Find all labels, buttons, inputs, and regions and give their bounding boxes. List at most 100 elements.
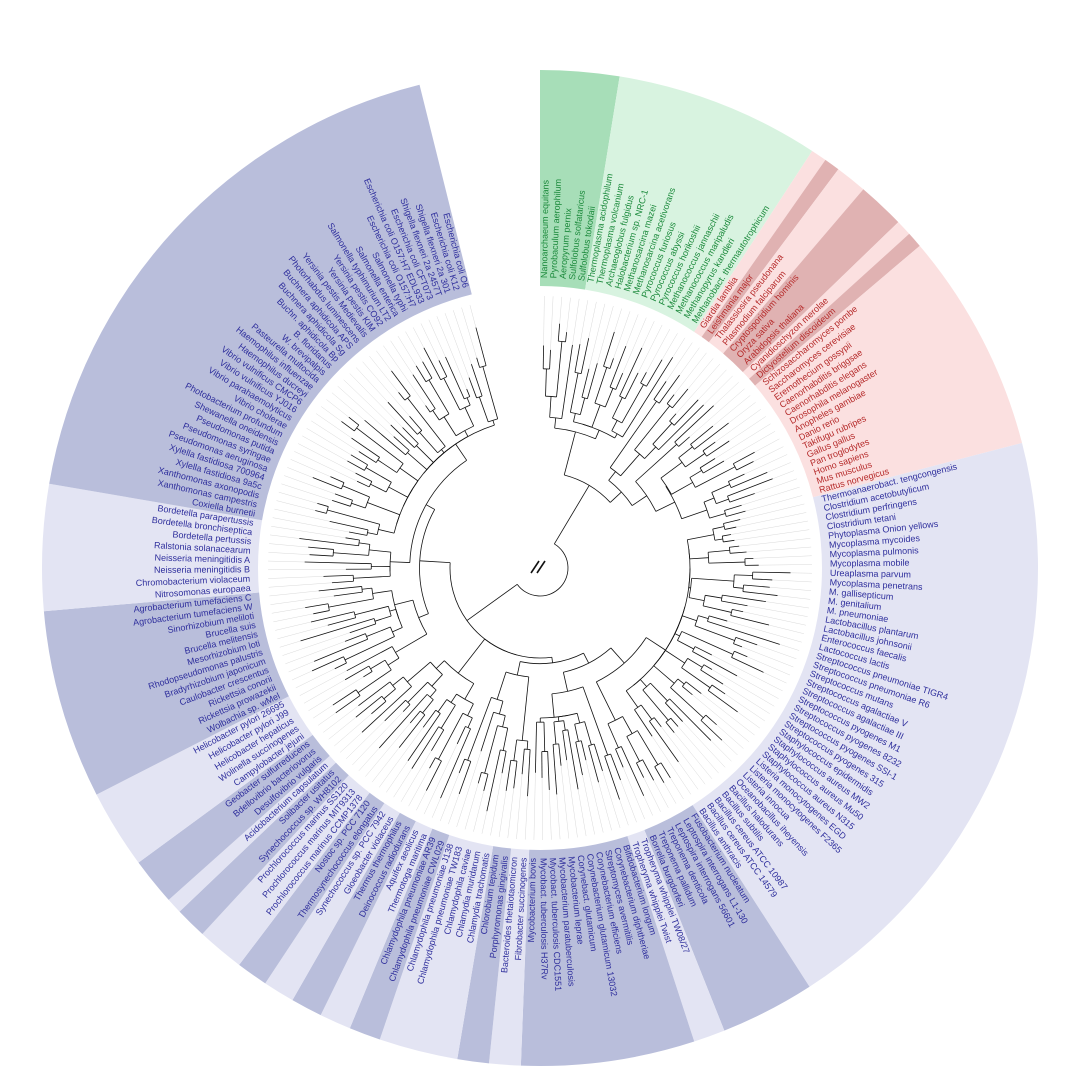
tree-branch: [721, 600, 748, 607]
tree-branch: [678, 446, 693, 459]
tree-branch: [419, 432, 438, 454]
tree-branch: [428, 379, 450, 415]
leaf-leader: [715, 409, 761, 443]
leaf-leader: [777, 595, 811, 600]
leaf-leader: [737, 711, 760, 729]
tree-branch: [467, 697, 492, 761]
leaf-leader: [440, 772, 460, 822]
leaf-leader: [556, 794, 561, 840]
tree-branch: [681, 658, 689, 668]
tree-branch: [456, 726, 466, 745]
tree-branch: [691, 577, 734, 582]
tree-branch: [635, 443, 677, 482]
tree-branch: [457, 638, 486, 674]
leaf-leader: [268, 560, 305, 563]
tree-branch: [422, 699, 434, 714]
tree-branch: [708, 615, 728, 622]
tree-branch: [611, 420, 618, 431]
leaf-leader: [288, 661, 315, 673]
tree-branch: [707, 615, 710, 622]
tree-branch: [391, 370, 411, 397]
tree-branch: [672, 388, 689, 409]
tree-branch: [547, 751, 550, 790]
leaf-leader: [727, 620, 802, 643]
tree-branch: [510, 759, 518, 762]
leaf-leader: [711, 669, 775, 707]
leaf-leader: [533, 772, 536, 840]
leaf-label: Neisseria meningitidis A: [154, 553, 250, 565]
tree-branch: [665, 650, 685, 664]
tree-branch: [443, 416, 457, 436]
tree-branch: [743, 584, 770, 588]
tree-branch: [702, 605, 732, 613]
tree-branch: [574, 724, 579, 742]
leaf-leader: [340, 732, 363, 753]
leaf-leader: [269, 590, 319, 597]
tree-branch: [581, 396, 588, 400]
tree-branch: [389, 552, 392, 572]
leaf-leader: [334, 713, 372, 747]
tree-branch: [728, 473, 745, 482]
tree-branch: [562, 729, 568, 732]
tree-branch: [346, 646, 393, 672]
tree-branch: [582, 686, 609, 756]
leaf-leader: [560, 765, 569, 839]
tree-branch: [426, 760, 442, 791]
tree-branch: [333, 552, 369, 556]
leaf-leader: [397, 335, 417, 366]
tree-branch: [653, 717, 662, 728]
sector-eukaryota-8: [755, 245, 1023, 498]
tree-branch: [729, 545, 740, 548]
leaf-leader: [678, 761, 699, 790]
tree-branch: [682, 615, 697, 622]
tree-branch: [516, 543, 569, 597]
tree-branch: [395, 633, 428, 653]
tree-branch: [407, 681, 428, 703]
tree-branch: [387, 401, 418, 435]
tree-branch: [311, 656, 344, 672]
sector-bacteria-25: [96, 696, 313, 863]
tree-branch: [700, 669, 724, 685]
tree-branch: [422, 361, 433, 379]
leaf-leader: [613, 311, 631, 359]
leaf-leader: [453, 310, 472, 365]
leaf-leader: [661, 333, 678, 360]
leaf-leader: [277, 625, 328, 640]
leaf-leader: [747, 656, 791, 676]
tree-branch: [367, 502, 400, 516]
leaf-leader: [331, 392, 365, 421]
leaf-leader: [566, 760, 578, 838]
tree-branch: [415, 365, 427, 382]
leaf-leader: [469, 305, 477, 328]
leaf-leader: [268, 552, 310, 555]
tree-branch: [567, 729, 579, 790]
tree-branch: [403, 676, 412, 687]
tree-branch: [707, 690, 738, 713]
tree-branch: [654, 762, 662, 767]
tree-branch: [609, 491, 622, 503]
leaf-leader: [739, 538, 811, 547]
leaf-leader: [268, 569, 346, 570]
tree-branch: [318, 586, 362, 592]
tree-branch: [677, 640, 694, 650]
tree-branch: [483, 774, 489, 791]
leaf-leader: [358, 747, 380, 771]
tree-branch: [695, 466, 736, 488]
sector-bacteria-21: [202, 775, 370, 965]
tree-branch: [673, 399, 699, 426]
leaf-leader: [405, 331, 423, 362]
leaf-leader: [714, 423, 771, 459]
tree-branch: [706, 440, 730, 457]
leaf-leader: [386, 760, 409, 793]
leaf-leader: [757, 644, 797, 659]
tree-branch: [723, 539, 735, 543]
tree-branch: [604, 756, 620, 800]
tree-branch: [438, 726, 445, 731]
tree-branch: [621, 384, 644, 424]
tree-branch: [558, 743, 562, 766]
tree-branch: [735, 636, 758, 646]
tree-branch: [378, 694, 428, 749]
tree-branch: [350, 454, 368, 466]
leaf-label: Pyrobaculum aerophilum: [548, 179, 563, 279]
tree-branch: [354, 605, 389, 616]
